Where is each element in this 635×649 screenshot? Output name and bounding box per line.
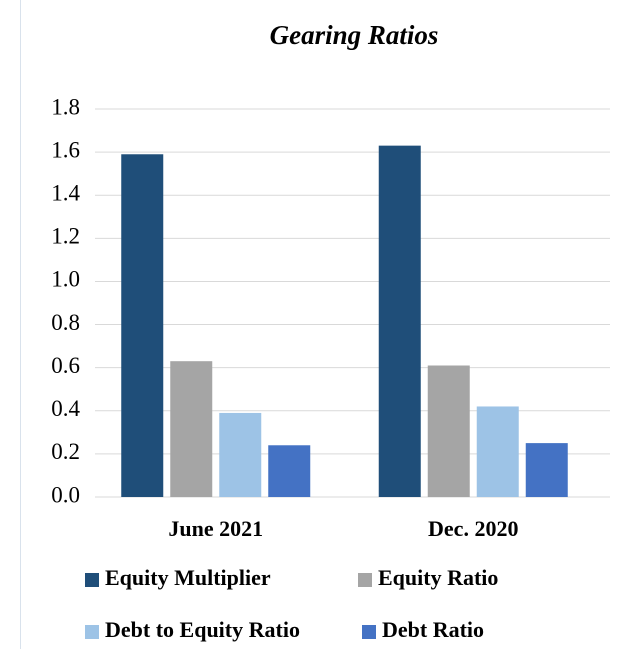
y-tick-label: 1.4 — [51, 181, 80, 206]
legend-swatch — [85, 573, 99, 587]
x-tick-label: Dec. 2020 — [428, 516, 518, 541]
legend-label: Equity Multiplier — [105, 565, 271, 590]
legend-label: Debt to Equity Ratio — [105, 617, 300, 642]
y-tick-label: 0.6 — [51, 353, 80, 378]
bar — [219, 412, 262, 497]
bar — [378, 145, 421, 497]
bar — [525, 443, 568, 497]
y-tick-label: 0.8 — [51, 310, 80, 335]
y-tick-label: 0.0 — [51, 482, 80, 507]
legend-label: Debt Ratio — [382, 617, 484, 642]
bar — [427, 365, 470, 497]
bar — [121, 154, 164, 497]
legend-swatch — [362, 625, 376, 639]
y-tick-label: 1.2 — [51, 224, 80, 249]
y-tick-label: 1.8 — [51, 94, 80, 119]
legend-swatch — [85, 625, 99, 639]
y-tick-label: 1.6 — [51, 137, 80, 162]
y-tick-label: 0.2 — [51, 439, 80, 464]
chart-title: Gearing Ratios — [270, 20, 439, 50]
legend-swatch — [358, 573, 372, 587]
y-tick-label: 1.0 — [51, 267, 80, 292]
bar — [476, 406, 519, 497]
y-tick-label: 0.4 — [51, 396, 80, 421]
legend-label: Equity Ratio — [378, 565, 498, 590]
bar — [170, 361, 213, 497]
bar — [268, 445, 311, 497]
x-tick-label: June 2021 — [168, 516, 263, 541]
